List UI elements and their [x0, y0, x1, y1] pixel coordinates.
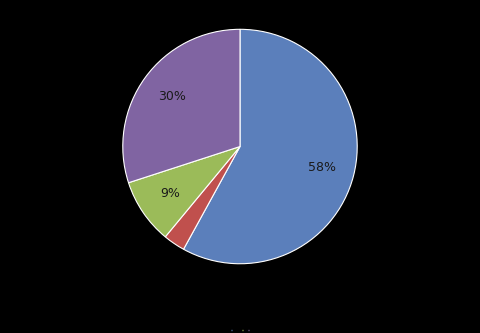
Text: 58%: 58%	[308, 161, 336, 174]
Text: 30%: 30%	[158, 91, 186, 104]
Text: 9%: 9%	[160, 187, 180, 200]
Legend: , , , : , , ,	[231, 329, 249, 330]
Wedge shape	[183, 29, 357, 264]
Wedge shape	[129, 147, 240, 237]
Wedge shape	[165, 147, 240, 249]
Wedge shape	[123, 29, 240, 183]
